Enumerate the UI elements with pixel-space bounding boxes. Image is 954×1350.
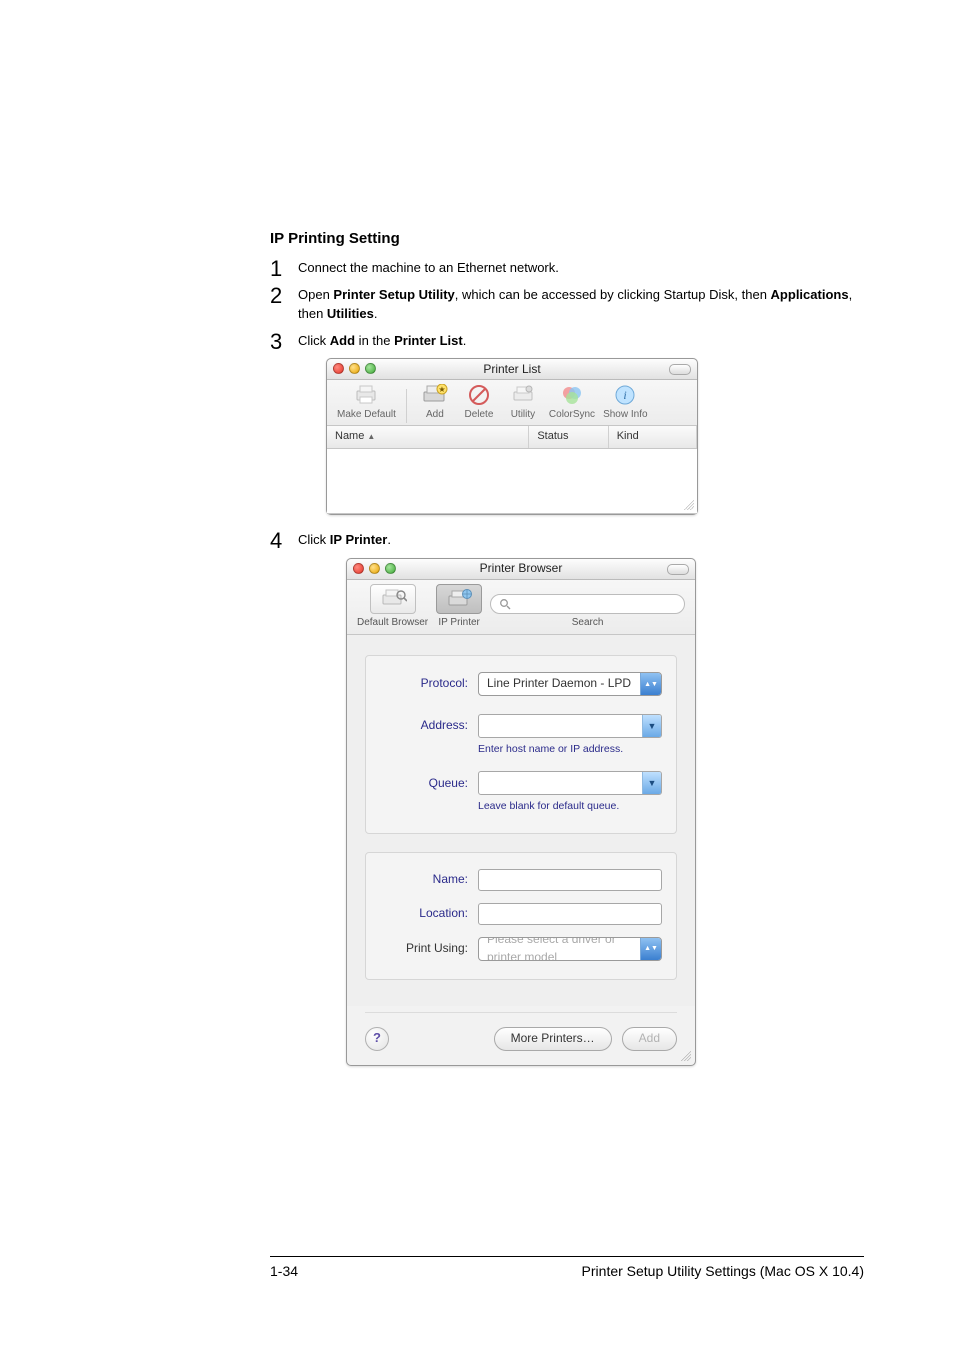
tab-ip-printer[interactable]: IP Printer xyxy=(436,584,482,631)
section-title: IP Printing Setting xyxy=(270,230,864,247)
column-kind[interactable]: Kind xyxy=(609,426,697,448)
printer-info-group: Name: Location: Print Using: xyxy=(365,852,677,980)
print-using-label: Print Using: xyxy=(380,940,478,957)
queue-hint: Leave blank for default queue. xyxy=(478,799,662,814)
name-input[interactable] xyxy=(478,869,662,891)
step-2-text: Open Printer Setup Utility, which can be… xyxy=(298,287,852,321)
search-icon xyxy=(499,598,511,610)
window-title: Printer Browser xyxy=(480,560,563,577)
minimize-icon[interactable] xyxy=(369,563,380,574)
step-4: 4 Click IP Printer. Printer Browser xyxy=(270,531,864,1066)
make-default-icon xyxy=(353,384,379,406)
footer-text: Printer Setup Utility Settings (Mac OS X… xyxy=(582,1263,864,1279)
titlebar: Printer Browser xyxy=(347,559,695,580)
zoom-icon[interactable] xyxy=(365,363,376,374)
show-info-icon: i xyxy=(612,384,638,406)
add-icon: ★ xyxy=(422,384,448,406)
search-input[interactable] xyxy=(490,594,685,614)
titlebar: Printer List xyxy=(327,359,697,380)
step-2: 2 Open Printer Setup Utility, which can … xyxy=(270,286,864,324)
default-browser-icon xyxy=(370,584,416,614)
more-printers-button[interactable]: More Printers… xyxy=(494,1027,612,1051)
queue-label: Queue: xyxy=(380,775,478,792)
add-button[interactable]: Add xyxy=(622,1027,677,1051)
delete-button[interactable]: Delete xyxy=(461,384,497,423)
utility-icon xyxy=(510,384,536,406)
address-hint: Enter host name or IP address. xyxy=(478,742,662,757)
utility-button[interactable]: Utility xyxy=(505,384,541,423)
step-3: 3 Click Add in the Printer List. Printer… xyxy=(270,332,864,515)
sort-asc-icon: ▲ xyxy=(367,431,375,443)
step-1: 1 Connect the machine to an Ethernet net… xyxy=(270,259,864,278)
add-button[interactable]: ★ Add xyxy=(417,384,453,423)
protocol-select[interactable]: Line Printer Daemon - LPD ▲▼ xyxy=(478,672,662,696)
page-number: 1-34 xyxy=(270,1263,298,1279)
toolbar: Default Browser IP P xyxy=(347,580,695,636)
location-input[interactable] xyxy=(478,903,662,925)
close-icon[interactable] xyxy=(353,563,364,574)
svg-text:★: ★ xyxy=(438,385,445,394)
step-4-text: Click IP Printer. xyxy=(298,532,391,547)
queue-input[interactable]: ▼ xyxy=(478,771,662,795)
connection-group: Protocol: Line Printer Daemon - LPD ▲▼ xyxy=(365,655,677,833)
step-2-num: 2 xyxy=(270,280,282,312)
print-using-select[interactable]: Please select a driver or printer model … xyxy=(478,937,662,961)
toolbar: Make Default ★ xyxy=(327,380,697,426)
step-1-text: Connect the machine to an Ethernet netwo… xyxy=(298,260,559,275)
address-label: Address: xyxy=(380,717,478,734)
chevron-down-icon: ▼ xyxy=(642,715,661,737)
protocol-label: Protocol: xyxy=(380,675,478,692)
toolbar-toggle-icon[interactable] xyxy=(667,564,689,575)
column-name[interactable]: Name▲ xyxy=(327,426,529,448)
zoom-icon[interactable] xyxy=(385,563,396,574)
toolbar-divider xyxy=(406,389,407,423)
column-status[interactable]: Status xyxy=(529,426,608,448)
printer-list-window: Printer List Mak xyxy=(326,358,698,514)
printer-browser-window: Printer Browser xyxy=(346,558,696,1066)
show-info-button[interactable]: i Show Info xyxy=(603,384,647,423)
svg-text:i: i xyxy=(624,388,627,402)
printer-list-body xyxy=(327,449,697,514)
make-default-button[interactable]: Make Default xyxy=(337,384,396,423)
page-footer: 1-34 Printer Setup Utility Settings (Mac… xyxy=(270,1256,864,1279)
chevron-updown-icon: ▲▼ xyxy=(640,673,661,695)
minimize-icon[interactable] xyxy=(349,363,360,374)
colorsync-button[interactable]: ColorSync xyxy=(549,384,595,423)
resize-grip-icon[interactable] xyxy=(683,499,695,511)
chevron-updown-icon: ▲▼ xyxy=(640,938,661,960)
window-title: Printer List xyxy=(483,361,540,378)
separator xyxy=(365,1012,677,1013)
help-icon: ? xyxy=(373,1029,381,1048)
close-icon[interactable] xyxy=(333,363,344,374)
step-4-num: 4 xyxy=(270,525,282,557)
ip-printer-icon xyxy=(436,584,482,614)
location-label: Location: xyxy=(380,905,478,922)
search-label: Search xyxy=(572,616,604,631)
delete-icon xyxy=(466,384,492,406)
chevron-down-icon: ▼ xyxy=(642,772,661,794)
address-input[interactable]: ▼ xyxy=(478,714,662,738)
column-headers: Name▲ Status Kind xyxy=(327,426,697,449)
step-3-num: 3 xyxy=(270,326,282,358)
step-3-text: Click Add in the Printer List. xyxy=(298,333,466,348)
name-label: Name: xyxy=(380,871,478,888)
colorsync-icon xyxy=(559,384,585,406)
resize-grip-icon[interactable] xyxy=(680,1050,692,1062)
toolbar-toggle-icon[interactable] xyxy=(669,364,691,375)
tab-default-browser[interactable]: Default Browser xyxy=(357,584,428,631)
help-button[interactable]: ? xyxy=(365,1027,389,1051)
